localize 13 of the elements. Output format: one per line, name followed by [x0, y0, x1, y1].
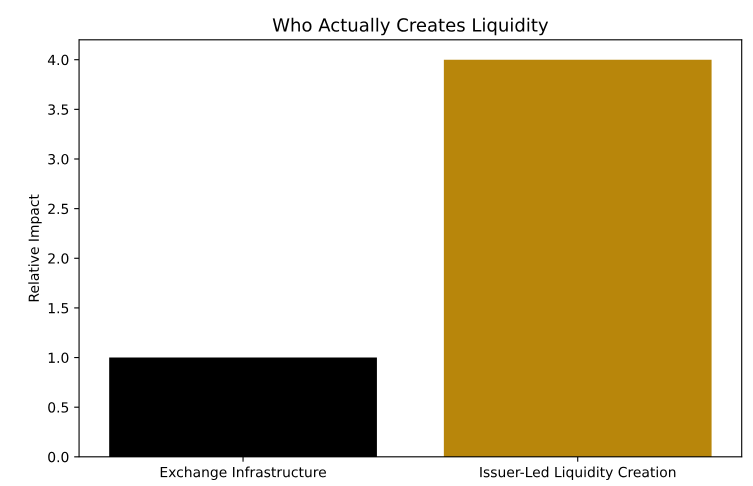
y-tick-label: 1.5	[48, 303, 68, 314]
x-tick-label: Issuer-Led Liquidity Creation	[480, 466, 676, 480]
y-tick-label: 4.0	[48, 54, 68, 66]
chart-title: Who Actually Creates Liquidity	[272, 18, 548, 36]
y-tick-label: 2.0	[48, 253, 68, 264]
y-axis-title: Relative Impact	[28, 194, 42, 302]
y-tick-label: 2.5	[48, 204, 68, 214]
y-tick-label: 0.5	[48, 402, 68, 413]
y-tick-label: 3.5	[48, 104, 68, 115]
y-tick-label: 3.0	[48, 154, 68, 164]
y-tick-label: 0.0	[48, 452, 68, 462]
y-tick-label: 1.0	[48, 352, 68, 364]
x-tick-label: Exchange Infrastructure	[160, 466, 326, 480]
